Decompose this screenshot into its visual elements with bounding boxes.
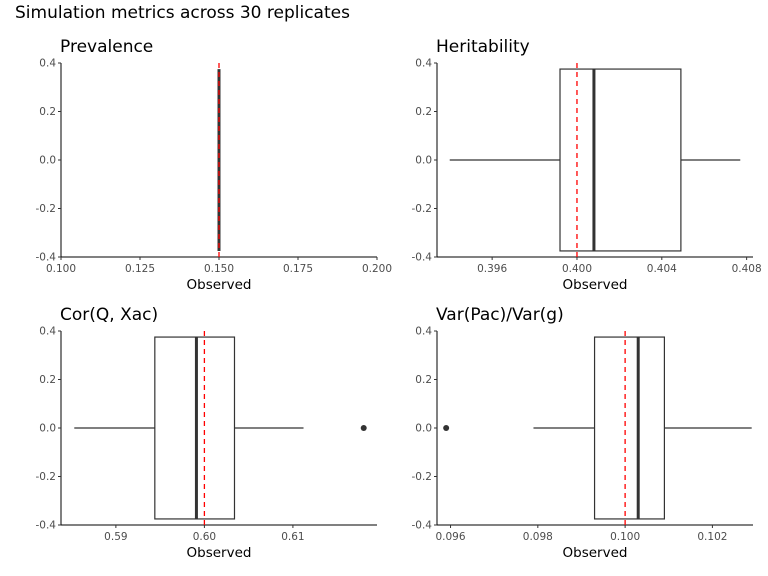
y-tick-label: 0.2 [415,106,432,118]
x-axis-title: Observed [187,277,252,293]
x-tick-label: 0.100 [46,263,76,275]
panel-1: Prevalence -0.4 -0.2 0.0 0.2 0.4 0.100 0.125 0.1… [36,37,393,293]
x-tick-label: 0.61 [281,531,304,543]
x-tick-label: 0.098 [523,531,553,543]
x-axis-title: Observed [563,277,628,293]
figure-title: Simulation metrics across 30 replicates [15,3,350,23]
y-tick-label: -0.4 [36,252,57,264]
x-tick-label: 0.175 [283,263,313,275]
y-tick-label: -0.4 [412,252,433,264]
box-iqr [559,68,682,252]
x-tick-label: 0.100 [610,531,640,543]
x-tick-label: 0.59 [104,531,127,543]
panel-title: Prevalence [60,37,153,57]
y-tick-label: 0.0 [39,423,56,435]
y-tick-label: 0.4 [415,58,432,70]
y-tick-label: 0.4 [39,58,56,70]
y-tick-label: -0.2 [36,203,57,215]
y-tick-label: 0.4 [39,326,56,338]
y-tick-label: 0.2 [39,106,56,118]
y-tick-label: -0.4 [412,520,433,532]
x-tick-label: 0.125 [125,263,155,275]
y-tick-label: 0.0 [415,423,432,435]
outlier-point [443,425,450,431]
x-tick-label: 0.150 [204,263,234,275]
x-tick-label: 0.396 [477,263,507,275]
x-tick-label: 0.404 [647,263,677,275]
x-tick-label: 0.400 [562,263,592,275]
x-tick-label: 0.200 [362,263,392,275]
x-tick-label: 0.60 [193,531,216,543]
y-tick-label: 0.2 [39,374,56,386]
panel-title: Heritability [436,37,530,57]
y-tick-label: -0.2 [412,203,433,215]
y-tick-label: 0.0 [39,155,56,167]
panel-4: Var(Pac)/Var(g) -0.4 -0.2 0.0 0.2 0.4 0.096 0.0… [412,305,753,561]
panel-3: Cor(Q, Xac) -0.4 -0.2 0.0 0.2 0.4 0.59 0.60 0.61… [36,305,377,561]
y-tick-label: -0.2 [412,471,433,483]
panel-title: Var(Pac)/Var(g) [436,305,564,325]
panel-2: Heritability -0.4 -0.2 0.0 0.2 0.4 0.396 0.400 0… [412,37,762,293]
x-tick-label: 0.096 [435,531,465,543]
x-axis-title: Observed [187,545,252,561]
x-tick-label: 0.102 [697,531,727,543]
box-iqr [593,336,665,520]
y-tick-label: 0.0 [415,155,432,167]
box-iqr [154,336,236,520]
y-tick-label: -0.4 [36,520,57,532]
x-axis-title: Observed [563,545,628,561]
panel-title: Cor(Q, Xac) [60,305,158,325]
y-tick-label: 0.2 [415,374,432,386]
outlier-point [360,425,367,431]
y-tick-label: 0.4 [415,326,432,338]
y-tick-label: -0.2 [36,471,57,483]
x-tick-label: 0.408 [732,263,762,275]
